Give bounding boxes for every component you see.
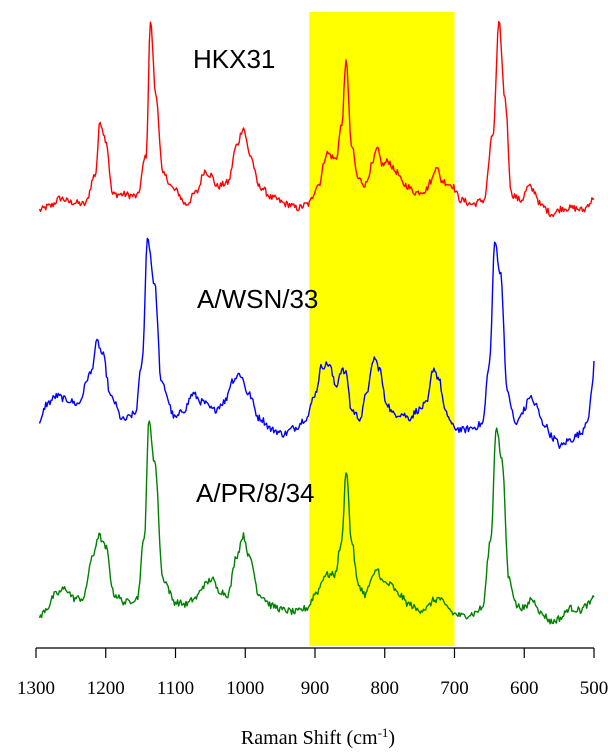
x-tick-label: 1200: [87, 678, 125, 699]
spectrum-line-1: [38, 20, 595, 218]
x-tick-label: 700: [440, 678, 469, 699]
x-tick-label: 800: [371, 678, 400, 699]
x-tick-label: 1000: [226, 678, 264, 699]
x-axis-title-main: Raman Shift (cm: [241, 727, 378, 749]
spectrum-line-2: [38, 237, 595, 449]
series-label-2: A/WSN/33: [197, 284, 318, 314]
series-labels: HKX31 A/WSN/33 A/PR/8/34: [193, 44, 318, 508]
x-axis-title: Raman Shift (cm-1): [241, 725, 395, 750]
x-tick-label: 1300: [17, 678, 55, 699]
x-axis-title-superscript: -1: [378, 725, 389, 740]
spectrum-line-3: [38, 420, 595, 625]
x-tick-label: 600: [510, 678, 539, 699]
x-tick-label: 900: [301, 678, 330, 699]
highlight-band: [309, 12, 455, 646]
spectra-traces: [38, 20, 595, 625]
x-tick-label: 500: [580, 678, 608, 699]
x-axis-title-close: ): [388, 727, 395, 749]
series-label-1: HKX31: [193, 44, 275, 74]
x-axis-ticks: 1300 1200 1100 1000 900 800 700 600 500: [17, 648, 608, 699]
series-label-3: A/PR/8/34: [196, 478, 315, 508]
x-tick-label: 1100: [157, 678, 194, 699]
